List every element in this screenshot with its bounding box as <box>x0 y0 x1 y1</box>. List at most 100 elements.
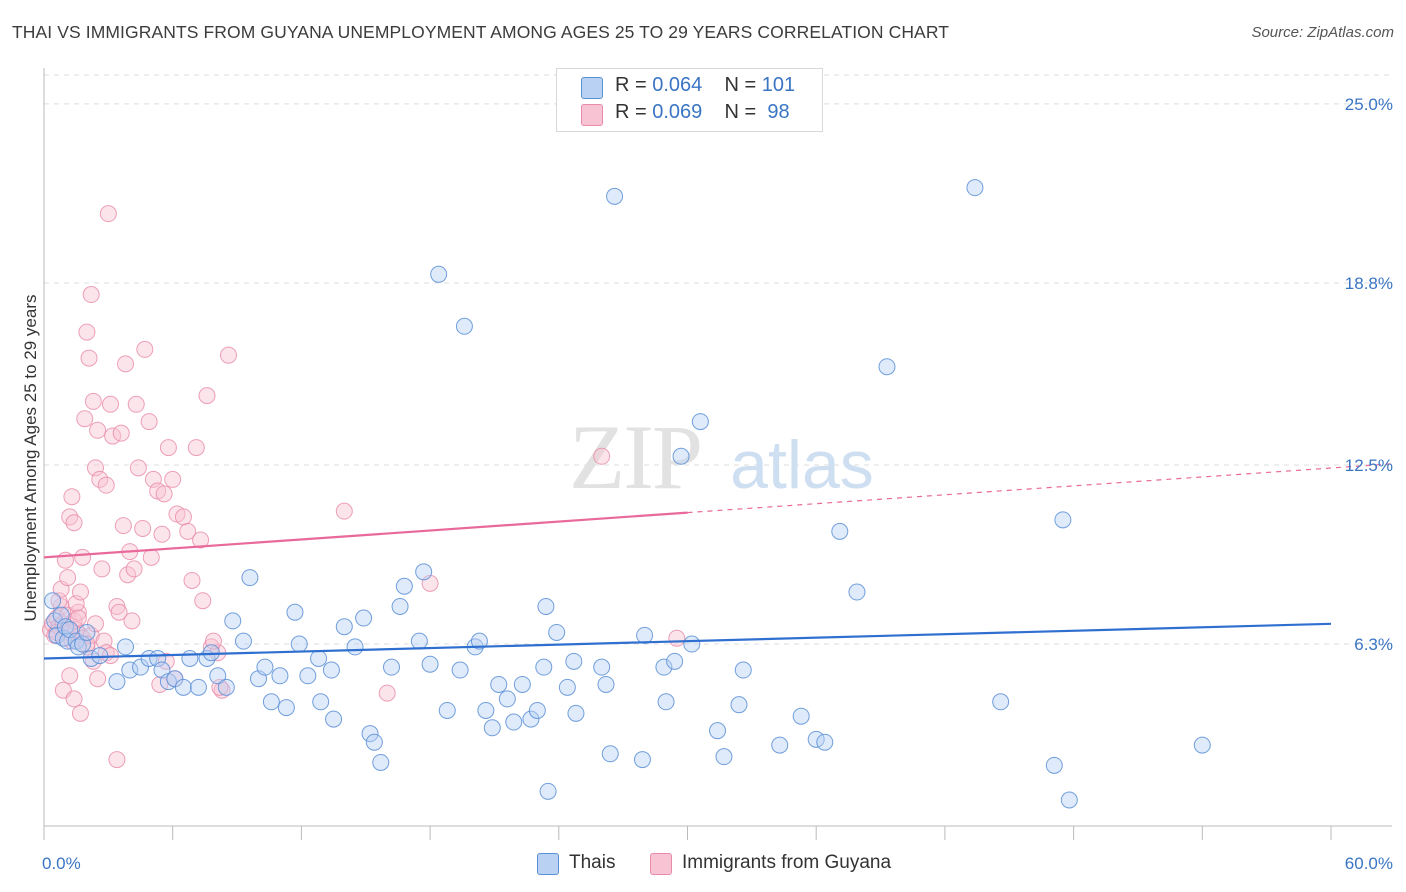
thai-point <box>290 635 308 653</box>
guyana-point <box>112 424 130 442</box>
guyana-point <box>97 476 115 494</box>
thai-point <box>121 661 139 679</box>
thai-point <box>209 667 227 685</box>
thai-point <box>878 358 896 376</box>
thai-point <box>655 658 673 676</box>
thai-legend-label: Thais <box>569 852 616 873</box>
guyana-point <box>93 560 111 578</box>
thai-point <box>470 632 488 650</box>
guyana-point <box>129 459 147 477</box>
thai-point <box>455 317 473 335</box>
guyana-point <box>71 583 89 601</box>
thai-point <box>601 745 619 763</box>
thai-point <box>415 563 433 581</box>
y-tick-label: 18.8% <box>1345 274 1393 293</box>
thai-point <box>483 719 501 737</box>
guyana-point <box>59 569 77 587</box>
axes <box>43 68 1392 840</box>
thai-point <box>382 658 400 676</box>
thai-point <box>346 638 364 656</box>
thai-point <box>657 693 675 711</box>
chart-title: THAI VS IMMIGRANTS FROM GUYANA UNEMPLOYM… <box>12 22 950 42</box>
thai-point <box>335 618 353 636</box>
guyana-point <box>76 410 94 428</box>
thai-point <box>691 413 709 431</box>
guyana-point <box>335 502 353 520</box>
guyana-point <box>91 470 109 488</box>
legend-thai-r-label: R = <box>615 74 647 96</box>
watermark-zip: ZIP <box>569 406 701 508</box>
thai-point <box>633 751 651 769</box>
thai-point <box>395 577 413 595</box>
thai-point <box>78 623 96 641</box>
thai-point <box>174 678 192 696</box>
x-tick-label-min: 0.0% <box>42 854 81 873</box>
guyana-point <box>668 629 686 647</box>
guyana-point <box>123 612 141 630</box>
guyana-point <box>63 488 81 506</box>
thai-point <box>262 693 280 711</box>
guyana-point <box>108 751 126 769</box>
thai-point <box>1060 791 1078 809</box>
trend-lines <box>43 463 1393 660</box>
thai-point <box>593 658 611 676</box>
thai-point <box>715 748 733 766</box>
thai-point <box>1054 511 1072 529</box>
thai-point <box>372 753 390 771</box>
thai-trend-line <box>43 622 1332 660</box>
guyana-point <box>114 517 132 535</box>
guyana-point <box>127 395 145 413</box>
guyana-point <box>219 346 237 364</box>
guyana-point <box>164 470 182 488</box>
thai-point <box>181 649 199 667</box>
thai-point <box>730 696 748 714</box>
thai-point <box>548 623 566 641</box>
guyana-point <box>125 560 143 578</box>
thai-point <box>734 661 752 679</box>
y-tick-label: 12.5% <box>1345 456 1393 475</box>
y-axis-title: Unemployment Among Ages 25 to 29 years <box>21 294 40 622</box>
y-tick-label: 6.3% <box>1354 635 1393 654</box>
guyana-point <box>192 531 210 549</box>
legend-thai-r-value: 0.064 <box>652 74 703 96</box>
guyana-point <box>78 323 96 341</box>
guyana-point <box>69 609 87 627</box>
thai-point <box>537 597 555 615</box>
thai-point <box>522 710 540 728</box>
thai-point <box>597 675 615 693</box>
guyana-point <box>153 525 171 543</box>
thai-point <box>202 644 220 662</box>
thai-point <box>992 693 1010 711</box>
thai-point <box>490 675 508 693</box>
thai-point <box>430 265 448 283</box>
guyana-point <box>142 548 160 566</box>
thai-point <box>361 725 379 743</box>
guyana-point <box>86 615 104 633</box>
thai-point <box>310 649 328 667</box>
thai-point <box>966 179 984 197</box>
guyana-point <box>74 548 92 566</box>
y-tick-label: 25.0% <box>1345 95 1393 114</box>
guyana-point <box>187 439 205 457</box>
guyana-point <box>119 566 137 584</box>
thai-point <box>438 701 456 719</box>
thai-point <box>355 609 373 627</box>
tick-labels: 6.3% 12.5% 18.8% 25.0% 0.0% 60.0% <box>42 95 1393 873</box>
source-label: Source: ZipAtlas.com <box>1251 24 1394 41</box>
thai-point <box>286 603 304 621</box>
guyana-point <box>101 395 119 413</box>
thai-point <box>217 678 235 696</box>
guyana-point <box>198 387 216 405</box>
guyana-point <box>159 439 177 457</box>
thai-point <box>421 655 439 673</box>
thai-point <box>535 658 553 676</box>
guyana-point <box>80 349 98 367</box>
guyana-point <box>140 413 158 431</box>
thai-swatch <box>581 77 603 99</box>
guyana-point <box>61 667 79 685</box>
thai-point <box>277 699 295 717</box>
thai-point <box>312 693 330 711</box>
x-tick-label-max: 60.0% <box>1345 854 1393 873</box>
thai-point <box>271 667 289 685</box>
guyana-legend-label: Immigrants from Guyana <box>682 852 892 873</box>
